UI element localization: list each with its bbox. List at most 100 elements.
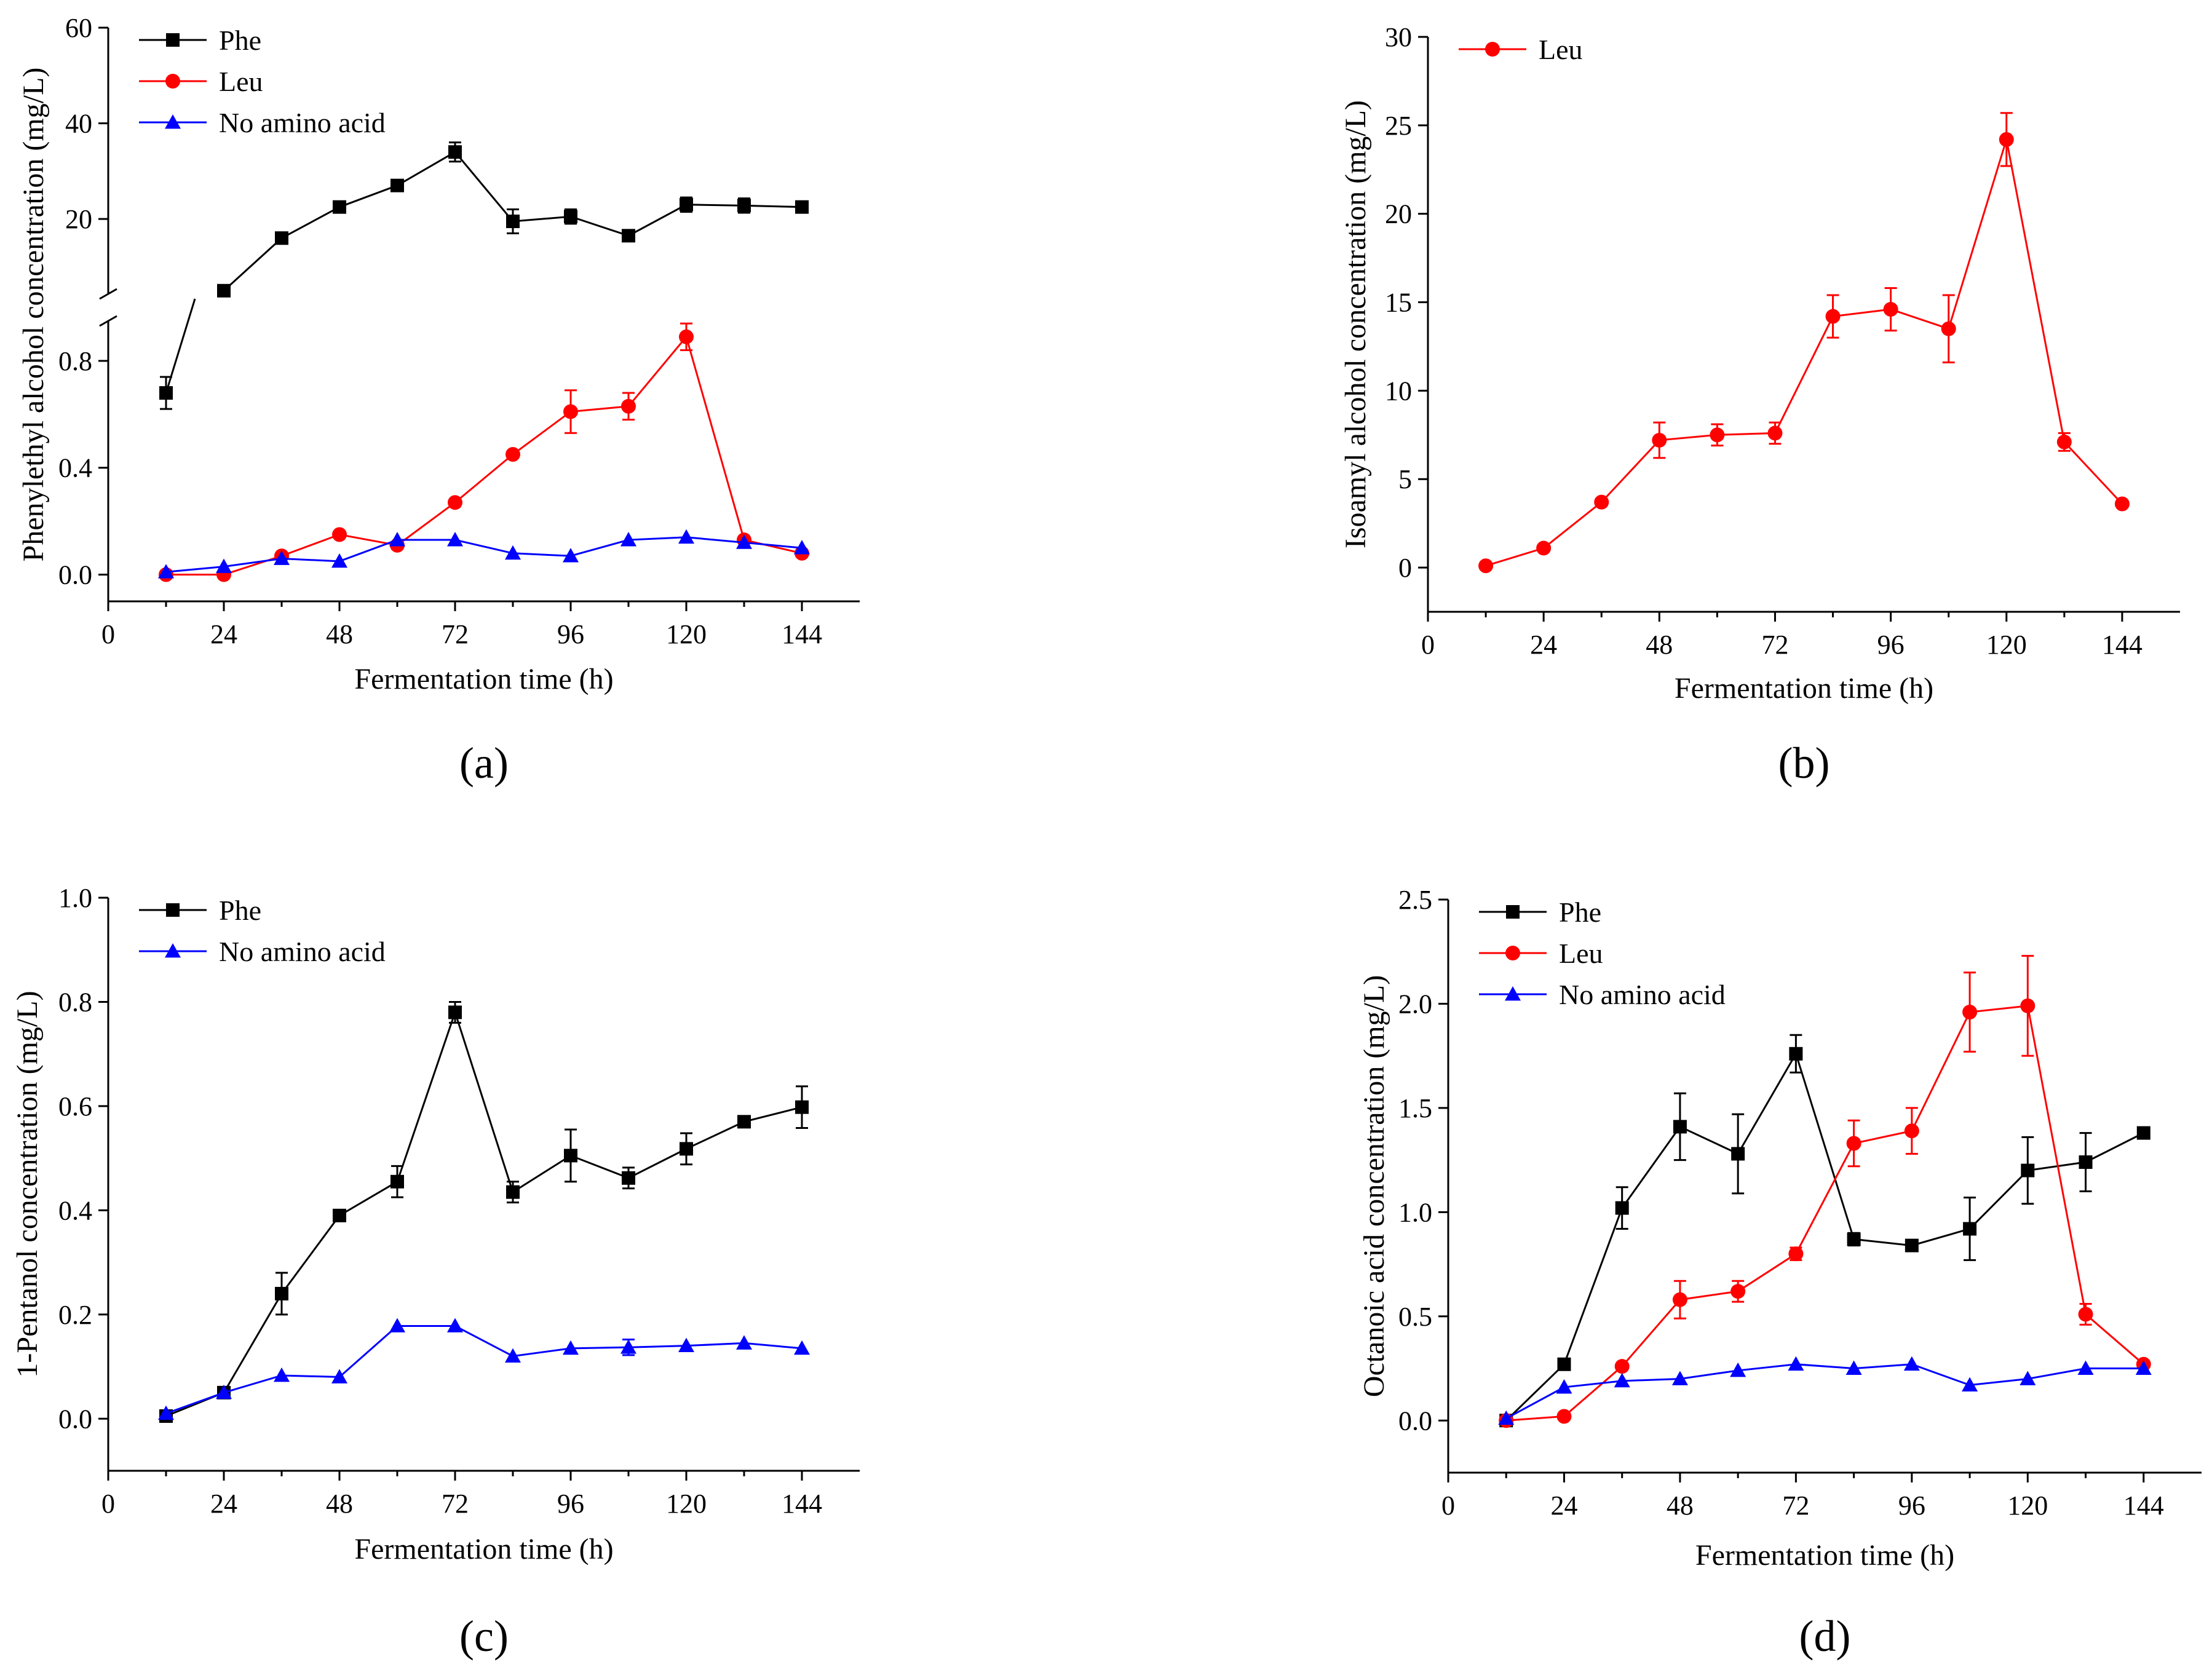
data-point bbox=[1710, 427, 1725, 443]
series-phe bbox=[159, 1000, 809, 1423]
data-point bbox=[2056, 434, 2072, 449]
legend-marker bbox=[1505, 946, 1520, 960]
data-point bbox=[1941, 321, 1956, 336]
legend-marker bbox=[166, 903, 180, 917]
series-no-amino-acid bbox=[1498, 1356, 2152, 1425]
x-tick-label: 144 bbox=[782, 619, 822, 649]
legend-entry: Phe bbox=[219, 895, 261, 926]
x-tick-label: 0 bbox=[1441, 1490, 1455, 1521]
data-point bbox=[2077, 1360, 2094, 1375]
data-point bbox=[1671, 1371, 1688, 1385]
x-tick-label: 96 bbox=[1898, 1490, 1925, 1521]
data-point bbox=[2021, 1163, 2035, 1177]
data-point bbox=[1825, 309, 1841, 324]
data-point bbox=[737, 199, 751, 213]
y-tick-label: 1.0 bbox=[1398, 1197, 1432, 1227]
axis-break-mark bbox=[99, 315, 117, 327]
data-point bbox=[332, 527, 347, 542]
x-tick-label: 48 bbox=[326, 619, 353, 649]
data-point bbox=[620, 532, 636, 547]
data-point bbox=[680, 197, 693, 212]
data-point bbox=[1556, 1379, 1572, 1394]
y-tick-label: 15 bbox=[1385, 288, 1412, 318]
data-point bbox=[795, 200, 809, 214]
series-line bbox=[1506, 1005, 2144, 1422]
data-point bbox=[506, 215, 520, 228]
legend-entry: Phe bbox=[219, 25, 261, 56]
y-tick-label: 0.4 bbox=[58, 453, 92, 483]
data-point bbox=[216, 1384, 232, 1399]
series-line bbox=[165, 1324, 803, 1415]
y-axis-label: Isoamyl alcohol concentration (mg/L) bbox=[1339, 100, 1372, 548]
series-leu bbox=[1499, 955, 2151, 1428]
legend-marker bbox=[165, 114, 181, 129]
y-tick-label: 2.0 bbox=[1398, 989, 1432, 1019]
x-tick-label: 96 bbox=[1877, 630, 1905, 660]
chart-panel-b: 0 24 48 72 96 120 144 0 5 10 15 20 25 30 Fermentation … bbox=[1339, 22, 2180, 788]
y-tick-label: 25 bbox=[1385, 111, 1412, 141]
data-point bbox=[622, 1171, 635, 1185]
y-tick-label: 20 bbox=[65, 204, 92, 234]
y-axis-label: 1-Pentanol concentration (mg/L) bbox=[11, 991, 44, 1377]
data-point bbox=[331, 553, 347, 568]
series-line bbox=[1505, 1051, 2144, 1422]
data-point bbox=[159, 386, 173, 400]
legend-entry: Leu bbox=[219, 66, 263, 97]
series-phe bbox=[1499, 1034, 2151, 1428]
data-point bbox=[1614, 1359, 1630, 1374]
x-tick-label: 0 bbox=[101, 1489, 115, 1519]
x-axis-label: Fermentation time (h) bbox=[1675, 672, 1933, 705]
data-point bbox=[1788, 1246, 1804, 1262]
series-line bbox=[165, 536, 803, 573]
data-point bbox=[1652, 432, 1667, 448]
data-point bbox=[1788, 1356, 1804, 1371]
data-point bbox=[1615, 1201, 1629, 1215]
y-tick-label: 1.5 bbox=[1398, 1093, 1432, 1123]
axes bbox=[1447, 900, 2202, 1474]
data-point bbox=[1557, 1357, 1571, 1371]
x-tick-label: 48 bbox=[1667, 1490, 1694, 1521]
data-point bbox=[678, 529, 694, 544]
data-point bbox=[1963, 1222, 1977, 1236]
x-tick-label: 48 bbox=[1646, 630, 1673, 660]
y-tick-label: 0.0 bbox=[58, 560, 92, 590]
data-point bbox=[2078, 1307, 2093, 1322]
data-point bbox=[1672, 1292, 1687, 1307]
data-point bbox=[1730, 1284, 1746, 1299]
x-tick-label: 24 bbox=[1550, 1490, 1577, 1521]
legend-marker bbox=[1485, 42, 1500, 57]
legend-marker bbox=[1505, 986, 1521, 1001]
data-point bbox=[563, 1340, 579, 1355]
data-point bbox=[1556, 1409, 1572, 1424]
x-tick-label: 24 bbox=[210, 619, 237, 649]
legend-marker bbox=[165, 74, 180, 89]
y-tick-label: 10 bbox=[1385, 376, 1412, 406]
series-line bbox=[1485, 139, 2123, 567]
legend-entry: Leu bbox=[1539, 34, 1583, 65]
data-point bbox=[217, 283, 231, 298]
legend: Leu bbox=[1459, 34, 1583, 65]
data-point bbox=[1847, 1232, 1861, 1246]
series-no-amino-acid bbox=[158, 1318, 810, 1420]
axes bbox=[1427, 37, 2180, 613]
data-point bbox=[1614, 1372, 1630, 1388]
x-tick-label: 72 bbox=[442, 619, 469, 649]
data-point bbox=[390, 1174, 404, 1189]
data-point bbox=[1904, 1123, 1919, 1139]
x-tick-label: 48 bbox=[326, 1489, 353, 1519]
data-point bbox=[1498, 1410, 1515, 1425]
data-point bbox=[333, 1208, 346, 1222]
data-point bbox=[448, 495, 462, 510]
x-tick-label: 120 bbox=[666, 1489, 707, 1519]
series-no-amino-acid bbox=[158, 529, 810, 579]
chart-panel-a: 0 24 48 72 96 120 144 0.0 0.4 0.8 20 40 60 Fermentati… bbox=[17, 13, 860, 788]
legend-entry: No amino acid bbox=[219, 936, 386, 967]
data-point bbox=[275, 231, 288, 245]
chart-panel-c: 0 24 48 72 96 120 144 0.0 0.2 0.4 0.6 0.8 1.0 Ferment… bbox=[11, 883, 860, 1661]
data-point bbox=[448, 145, 462, 159]
data-point bbox=[448, 1005, 462, 1019]
data-point bbox=[1962, 1377, 1978, 1392]
data-point bbox=[506, 1185, 520, 1199]
y-tick-label: 0.6 bbox=[58, 1091, 92, 1122]
